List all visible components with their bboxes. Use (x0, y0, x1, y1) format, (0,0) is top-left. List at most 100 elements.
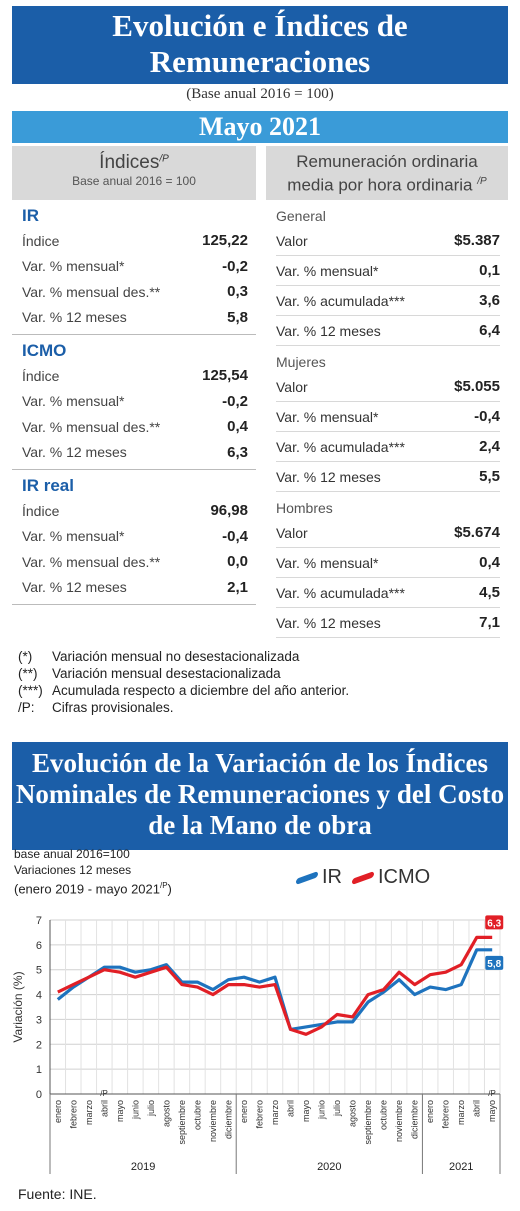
year-label: 2021 (449, 1161, 473, 1173)
remuneration-row: Var. % 12 meses 5,5 (276, 462, 500, 492)
row-value: -0,2 (222, 392, 248, 410)
chart-title-line1: Evolución de la Variación de los Índices (31, 748, 489, 778)
row-label: Var. % acumulada*** (276, 292, 405, 309)
x-tick-label: diciembre (223, 1100, 233, 1139)
x-tick-label: enero (53, 1100, 63, 1123)
y-tick-label: 0 (36, 1089, 42, 1101)
footnote-key: (***) (18, 683, 43, 698)
remuneration-title-sup: /P (477, 176, 487, 187)
x-tick-label: agosto (348, 1100, 358, 1127)
remuneration-row: Var. % mensual* 0,1 (276, 256, 500, 286)
indices-group-title: IR real (22, 476, 74, 495)
row-value: 5,5 (479, 468, 500, 485)
row-value: -0,2 (222, 257, 248, 275)
row-label: Var. % acumulada*** (276, 438, 405, 455)
chart-legend: IR ICMO (296, 866, 440, 889)
footnote-key: (**) (18, 666, 38, 681)
row-value: 5,8 (227, 308, 248, 326)
chart-range-text: (enero 2019 - mayo 2021 (14, 881, 160, 897)
row-value: 2,4 (479, 438, 500, 455)
row-value: 0,4 (227, 418, 248, 436)
row-label: Var. % mensual des.** (22, 283, 161, 300)
row-label: Índice (22, 367, 60, 384)
indices-panel-header: Índices/P Base anual 2016 = 100 (12, 146, 256, 200)
x-tick-label: julio (146, 1100, 156, 1117)
legend-swatch (352, 870, 374, 885)
y-tick-label: 4 (36, 990, 42, 1002)
remuneration-row: Valor $5.674 (276, 518, 500, 548)
x-tick-label: marzo (84, 1100, 94, 1125)
indices-row: Var. % mensual* -0,4 (22, 524, 248, 550)
remuneration-panel: Remuneración ordinaria media por hora or… (266, 146, 508, 638)
footnote-text: Cifras provisionales. (52, 700, 174, 715)
row-value: -0,4 (222, 527, 248, 545)
indices-row: Var. % mensual* -0,2 (22, 389, 248, 415)
indices-panel: Índices/P Base anual 2016 = 100 IR Índice… (12, 146, 256, 634)
y-tick-label: 6 (36, 940, 42, 952)
row-label: Índice (22, 232, 60, 249)
chart-meta: base anual 2016=100 Variaciones 12 meses (14, 846, 131, 878)
chart-base: base anual 2016=100 (14, 847, 130, 861)
row-value: -0,4 (474, 408, 500, 425)
y-axis-label: Variación (%) (11, 971, 25, 1042)
indices-row: Var. % mensual des.** 0,4 (22, 414, 248, 440)
row-value: 0,0 (227, 553, 248, 571)
remuneration-row: Var. % acumulada*** 2,4 (276, 432, 500, 462)
indices-title-sup: /P (159, 153, 169, 165)
legend-label: ICMO (378, 866, 431, 888)
x-tick-label: marzo (456, 1100, 466, 1125)
chart-title: Evolución de la Variación de los Índices… (12, 742, 508, 850)
remuneration-group: Mujeres Valor $5.055 Var. % mensual* -0,4 Var… (266, 346, 508, 492)
series-line-ir (56, 948, 493, 1031)
x-tick-label: enero (425, 1100, 435, 1123)
remuneration-row: Var. % acumulada*** 4,5 (276, 578, 500, 608)
row-label: Valor (276, 524, 308, 541)
indices-group-title: IR (22, 206, 39, 225)
row-value: $5.055 (454, 378, 500, 395)
remuneration-row: Var. % 12 meses 7,1 (276, 608, 500, 638)
end-label: 6,3 (487, 918, 501, 929)
x-tick-label: abril (286, 1100, 296, 1117)
row-label: Var. % mensual* (276, 554, 379, 571)
x-tick-label: abril (99, 1100, 109, 1117)
main-title-line1: Evolución e Índices de Remuneraciones (112, 8, 408, 79)
remuneration-row: Var. % mensual* 0,4 (276, 548, 500, 578)
remuneration-row: Valor $5.387 (276, 226, 500, 256)
base-year-note: (Base anual 2016 = 100) (186, 86, 334, 102)
y-tick-label: 2 (36, 1039, 42, 1051)
indices-row: Var. % mensual des.** 0,0 (22, 549, 248, 575)
footnote: (***) Acumulada respecto a diciembre del … (18, 682, 508, 699)
x-tick-annotation: /P (488, 1089, 496, 1098)
indices-group: IR Índice 125,22 Var. % mensual* -0,2 Var. % … (12, 200, 256, 335)
row-value: 96,98 (210, 502, 248, 520)
row-label: Valor (276, 378, 308, 395)
x-tick-label: febrero (254, 1100, 264, 1129)
indices-row: Índice 96,98 (22, 498, 248, 524)
y-tick-label: 7 (36, 915, 42, 927)
row-value: 6,4 (479, 322, 500, 339)
chart-title-line3: de la Mano de obra (148, 810, 372, 840)
x-tick-label: junio (317, 1100, 327, 1120)
chart-variations: Variaciones 12 meses (14, 863, 132, 877)
footnote: /P: Cifras provisionales. (18, 699, 508, 716)
indices-title: Índices (99, 152, 160, 173)
indices-row: Var. % 12 meses 6,3 (22, 440, 248, 466)
chart-title-line2: Nominales de Remuneraciones y del Costo (15, 779, 505, 809)
footnote: (**) Variación mensual desestacionalizada (18, 665, 508, 682)
footnote-key: (*) (18, 649, 33, 664)
y-tick-label: 3 (36, 1014, 42, 1026)
remuneration-group: General Valor $5.387 Var. % mensual* 0,1 Var.… (266, 200, 508, 346)
chart-range: (enero 2019 - mayo 2021/P) (14, 881, 172, 896)
x-tick-label: mayo (115, 1100, 125, 1122)
indices-row: Var. % 12 meses 2,1 (22, 575, 248, 601)
row-label: Var. % mensual* (22, 528, 125, 545)
row-label: Var. % 12 meses (276, 468, 381, 485)
row-label: Var. % 12 meses (22, 579, 127, 596)
legend-swatch (296, 870, 318, 885)
row-value: 6,3 (227, 443, 248, 461)
remuneration-groups: General Valor $5.387 Var. % mensual* 0,1 Var.… (266, 200, 508, 638)
row-label: Var. % acumulada*** (276, 584, 405, 601)
x-tick-label: agosto (161, 1100, 171, 1127)
legend-item: ICMO (352, 866, 430, 888)
